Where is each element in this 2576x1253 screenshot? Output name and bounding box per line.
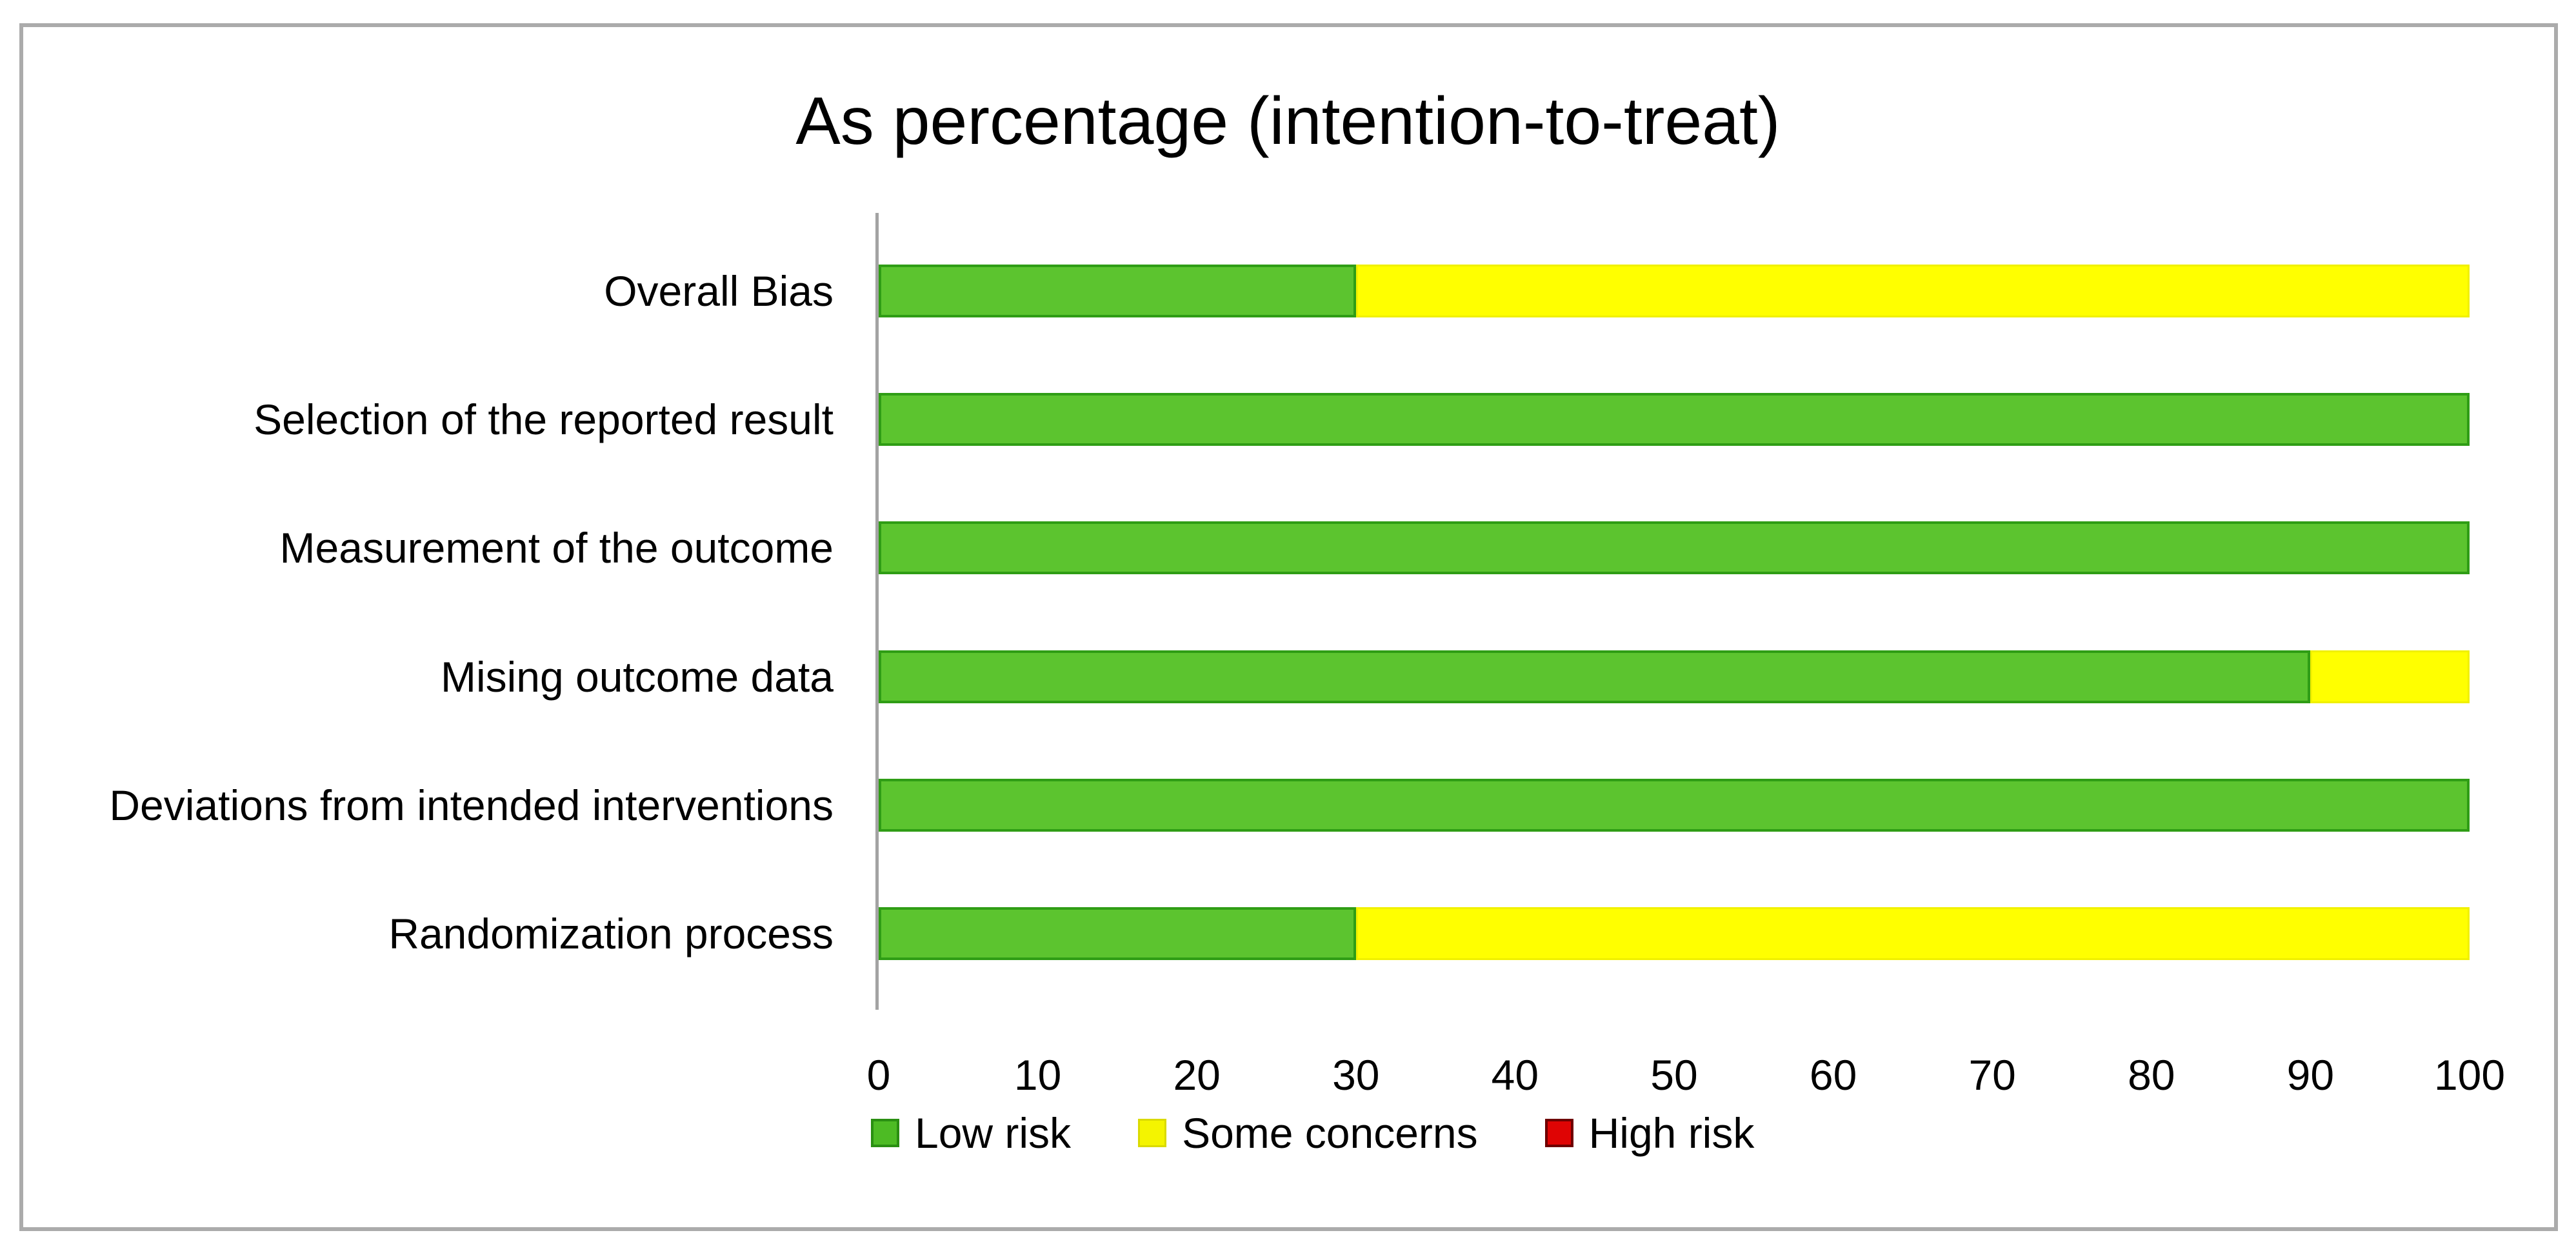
legend-label-high-risk: High risk (1588, 1109, 1755, 1157)
category-label: Overall Bias (604, 267, 834, 315)
bar-segment-low-risk (879, 650, 2311, 703)
bar-segment-some-concerns (2310, 650, 2470, 703)
x-tick-label: 10 (1013, 1051, 1062, 1099)
bar-segment-low-risk (879, 778, 2470, 832)
bar-segment-some-concerns (1355, 265, 2470, 317)
x-tick-label: 40 (1491, 1051, 1539, 1099)
legend-swatch-low-risk-icon (871, 1119, 899, 1147)
legend-item-low-risk: Low risk (871, 1107, 1071, 1159)
bar-row (879, 778, 2470, 832)
category-label: Measurement of the outcome (279, 524, 834, 572)
y-axis-line (875, 213, 879, 1010)
bar-segment-low-risk (879, 907, 1356, 960)
category-label: Randomization process (388, 910, 834, 957)
legend-item-high-risk: High risk (1544, 1107, 1755, 1159)
category-label: Selection of the reported result (254, 396, 834, 444)
bar-segment-low-risk (879, 521, 2470, 575)
legend-label-some-concerns: Some concerns (1182, 1109, 1478, 1157)
bar-row (879, 907, 2470, 960)
legend-swatch-high-risk-icon (1544, 1119, 1573, 1147)
x-tick-label: 80 (2128, 1051, 2175, 1099)
x-tick-label: 60 (1809, 1051, 1857, 1099)
legend-item-some-concerns: Some concerns (1138, 1107, 1478, 1159)
bar-row (879, 521, 2470, 575)
bar-segment-some-concerns (1355, 907, 2470, 960)
chart-title: As percentage (intention-to-treat) (795, 84, 1781, 159)
category-label: Mising outcome data (441, 652, 834, 701)
x-tick-label: 100 (2433, 1051, 2506, 1099)
bar-segment-low-risk (879, 393, 2470, 446)
category-label: Deviations from intended interventions (109, 781, 834, 829)
bar-row (879, 393, 2470, 446)
x-tick-label: 50 (1650, 1051, 1698, 1099)
x-tick-label: 90 (2286, 1051, 2335, 1099)
x-tick-label: 20 (1173, 1051, 1221, 1099)
legend-label-low-risk: Low risk (915, 1109, 1072, 1157)
bar-row (879, 650, 2470, 703)
bar-segment-low-risk (879, 265, 1356, 317)
chart-frame (19, 23, 2558, 1231)
x-tick-label: 70 (1968, 1051, 2016, 1099)
legend-swatch-some-concerns-icon (1138, 1119, 1167, 1147)
bar-row (879, 265, 2470, 317)
legend: Low risk Some concerns High risk (871, 1107, 1754, 1159)
x-tick-label: 0 (866, 1051, 891, 1099)
x-tick-label: 30 (1332, 1051, 1380, 1099)
